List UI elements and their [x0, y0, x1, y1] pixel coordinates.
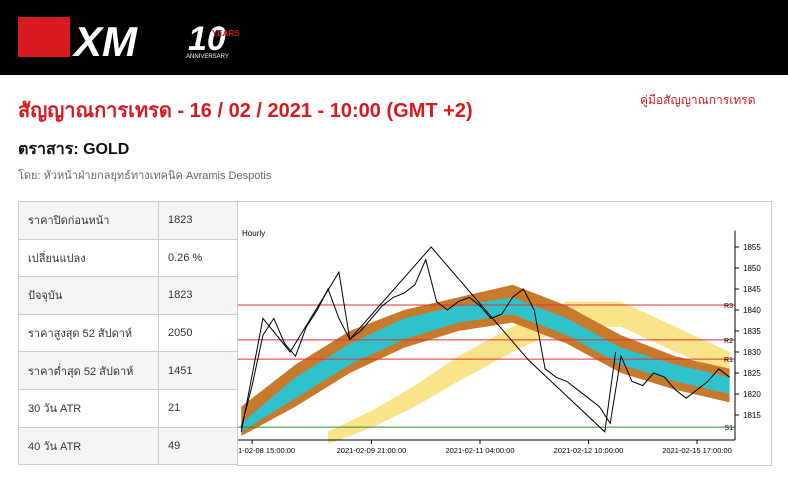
- level-label: S1: [724, 425, 733, 432]
- badge-bottom: ANNIVERSARY: [186, 54, 229, 60]
- x-tick-label: 2021-02-09 21:00:00: [337, 446, 407, 455]
- badge: 10: [188, 20, 226, 58]
- author: โดย: หัวหน้าฝ่ายกลยุทธ์ทางเทคนิค Avramis…: [18, 170, 272, 182]
- level-label: R1: [724, 357, 733, 364]
- logo: XM 10 YEARS ANNIVERSARY: [18, 17, 240, 65]
- logo-mark: [18, 17, 70, 57]
- cell-label: ราคาต่ำสุด 52 สัปดาห์: [18, 351, 159, 390]
- table-row: 30 วัน ATR 21: [18, 388, 238, 428]
- table-row: เปลี่ยนแปลง 0.26 %: [18, 238, 238, 278]
- cell-label: ราคาสูงสุด 52 สัปดาห์: [18, 313, 159, 353]
- x-tick-label: 2021-02-12 10:00:00: [554, 446, 624, 455]
- cell-label: 30 วัน ATR: [18, 388, 159, 428]
- x-tick-label: 1-02-08 15:00:00: [238, 446, 295, 455]
- cell-label: เปลี่ยนแปลง: [18, 238, 159, 278]
- y-tick-label: 1820: [743, 390, 761, 399]
- table-row: 40 วัน ATR 49: [18, 426, 238, 466]
- y-tick-label: 1850: [743, 264, 761, 273]
- chart-title: Hourly: [242, 229, 265, 238]
- y-tick-label: 1835: [743, 327, 761, 336]
- header: XM 10 YEARS ANNIVERSARY: [0, 0, 788, 75]
- guide-link[interactable]: คู่มือสัญญาณการเทรด: [640, 93, 756, 107]
- y-tick-label: 1840: [743, 306, 761, 315]
- y-tick-label: 1815: [743, 411, 761, 420]
- zigzag: [240, 246, 617, 433]
- stats-table: ราคาปิดก่อนหน้า 1823 เปลี่ยนแปลง 0.26 % ปัจจ…: [18, 201, 238, 466]
- band: [241, 297, 730, 432]
- band: [328, 301, 730, 445]
- y-tick-label: 1830: [743, 348, 761, 357]
- chart: Hourly R3 R2 R1 S1 1815 1820 1825 1830 1835 1840 1…: [237, 201, 772, 466]
- cell-value: 0.26 %: [158, 238, 238, 278]
- cell-label: ราคาปิดก่อนหน้า: [18, 201, 159, 240]
- level-label: R2: [724, 338, 733, 345]
- y-tick-label: 1845: [743, 285, 761, 294]
- cell-value: 1823: [158, 201, 238, 240]
- instrument: ตราสาร: GOLD: [18, 141, 130, 158]
- cell-value: 1823: [158, 276, 238, 315]
- logo-text: XM: [72, 18, 138, 65]
- y-tick-label: 1855: [743, 243, 761, 252]
- level-label: R3: [724, 303, 733, 310]
- x-tick-label: 2021-02-15 17:00:00: [662, 446, 732, 455]
- badge-top: YEARS: [212, 29, 240, 38]
- x-tick-label: 2021-02-11 04:00:00: [445, 446, 514, 455]
- table-row: ราคาสูงสุด 52 สัปดาห์ 2050: [18, 313, 238, 353]
- cell-value: 1451: [158, 351, 238, 390]
- table-row: ราคาต่ำสุด 52 สัปดาห์ 1451: [18, 351, 238, 390]
- cell-value: 49: [158, 426, 238, 466]
- cell-value: 21: [158, 388, 238, 428]
- cell-value: 2050: [158, 313, 238, 353]
- table-row: ปัจจุบัน 1823: [18, 276, 238, 315]
- page-title: สัญญาณการเทรด - 16 / 02 / 2021 - 10:00 (…: [18, 100, 473, 122]
- table-row: ราคาปิดก่อนหน้า 1823: [18, 201, 238, 240]
- cell-label: 40 วัน ATR: [18, 426, 159, 466]
- cell-label: ปัจจุบัน: [18, 276, 159, 315]
- y-tick-label: 1825: [743, 369, 761, 378]
